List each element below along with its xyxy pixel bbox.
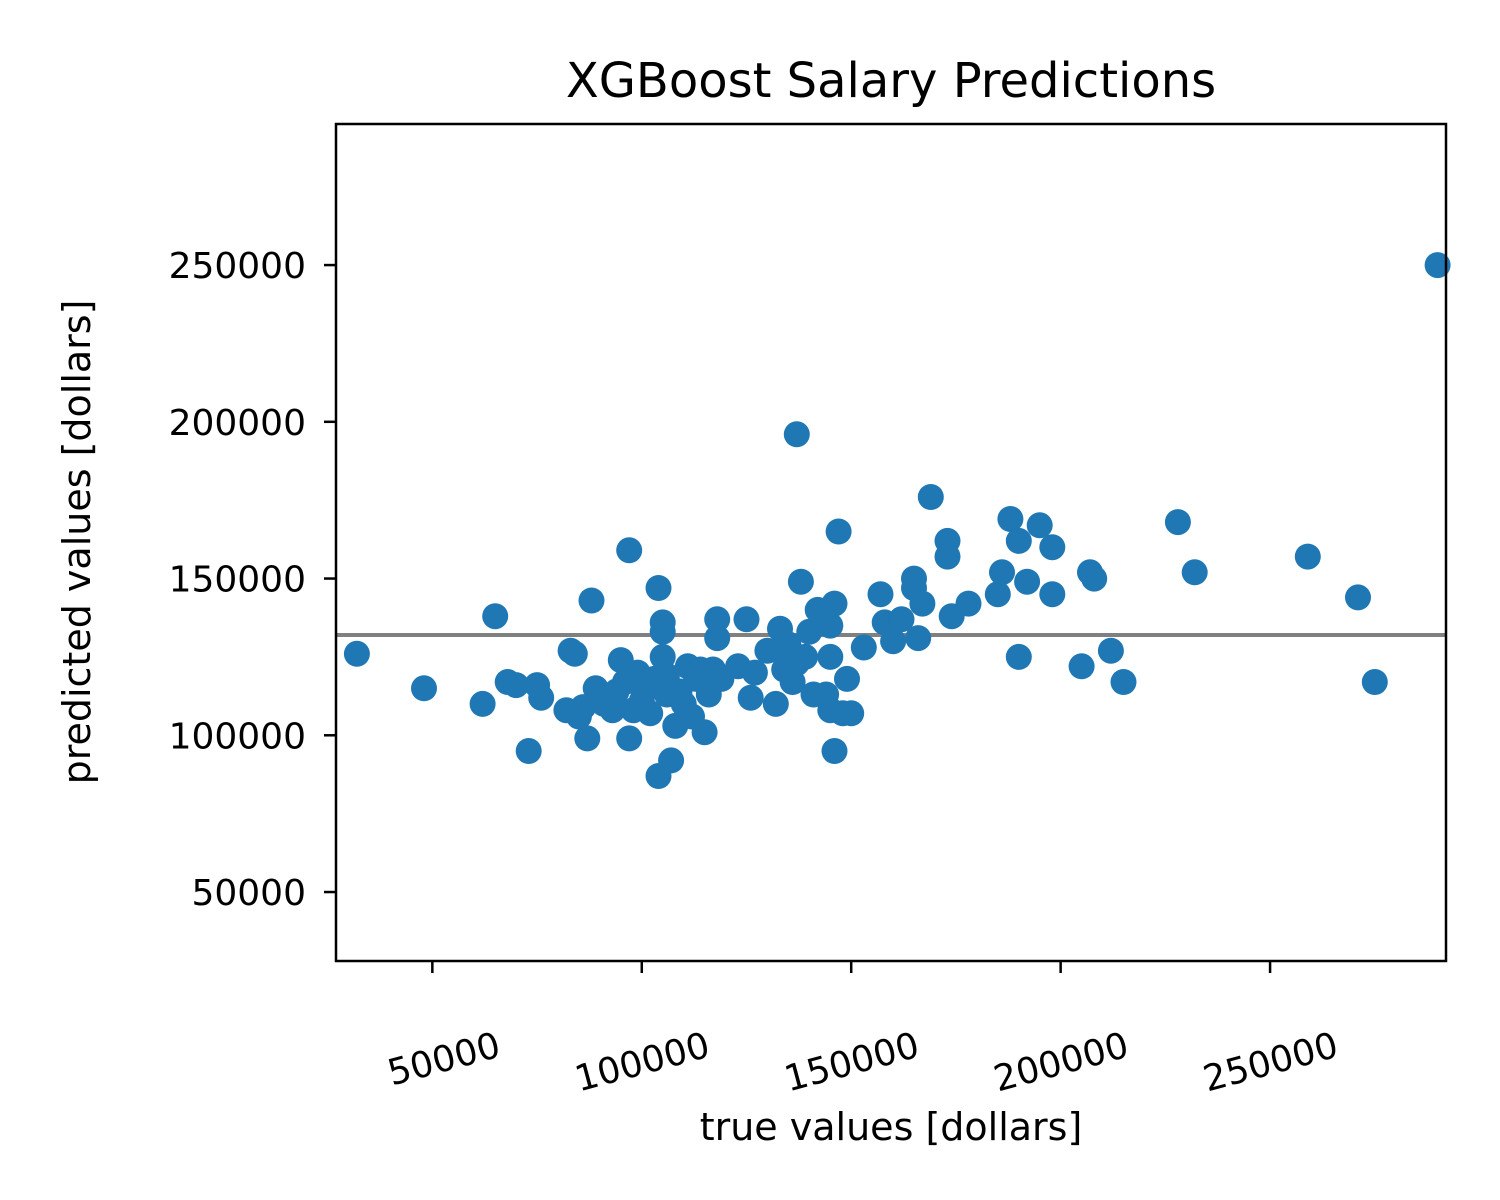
data-point (955, 590, 982, 617)
data-point (1294, 543, 1321, 570)
data-point (616, 537, 643, 564)
data-point (905, 625, 932, 652)
data-point (645, 575, 672, 601)
data-point (1110, 669, 1137, 695)
data-points (343, 252, 1451, 789)
data-point (888, 606, 915, 633)
data-point (783, 421, 810, 448)
data-point (1164, 509, 1191, 536)
y-axis-ticks: 50000 100000 150000 200000 250000 (169, 246, 336, 914)
data-point (574, 725, 601, 752)
data-point (503, 672, 530, 699)
data-point (880, 628, 907, 655)
data-point (1005, 527, 1032, 554)
data-point (658, 747, 685, 774)
data-point (637, 700, 664, 727)
plot-frame (334, 122, 1448, 963)
data-point (1026, 512, 1053, 539)
data-point (825, 518, 852, 545)
y-tick-label: 50000 (191, 873, 306, 914)
data-point (762, 690, 789, 717)
data-point (1081, 565, 1108, 592)
data-point (1097, 637, 1124, 664)
data-point (649, 618, 676, 645)
data-point (578, 587, 605, 614)
data-point (1181, 559, 1208, 586)
data-point (515, 738, 542, 764)
data-point (834, 665, 860, 692)
chart-title: XGBoost Salary Predictions (566, 53, 1216, 109)
data-point (1361, 669, 1388, 695)
data-point (909, 590, 936, 617)
data-point (850, 634, 877, 661)
data-point (1345, 584, 1371, 611)
y-tick-label: 200000 (169, 403, 306, 444)
data-point (704, 606, 731, 633)
data-point (917, 484, 944, 510)
data-point (1005, 643, 1032, 670)
y-axis-label: predicted values [dollars] (55, 300, 99, 785)
data-point (901, 565, 927, 592)
data-point (989, 559, 1015, 586)
data-point (934, 543, 961, 570)
y-tick-label: 150000 (169, 560, 306, 601)
x-axis-label: true values [dollars] (700, 1105, 1083, 1149)
data-point (482, 603, 509, 630)
data-point (733, 606, 760, 633)
data-point (737, 684, 764, 711)
data-point (817, 612, 844, 639)
data-point (792, 643, 819, 670)
data-point (1424, 252, 1451, 279)
data-point (787, 568, 814, 595)
data-point (838, 700, 865, 727)
data-point (528, 684, 555, 711)
data-point (1039, 534, 1066, 561)
data-point (796, 618, 823, 645)
data-point (343, 640, 370, 667)
data-point (984, 581, 1011, 608)
data-point (411, 675, 437, 702)
data-point (561, 640, 588, 667)
data-point (997, 506, 1024, 532)
data-point (867, 581, 894, 608)
data-point (741, 659, 768, 686)
data-point (704, 625, 731, 652)
y-tick-label: 100000 (169, 716, 306, 757)
data-point (469, 690, 496, 717)
data-point (1014, 568, 1041, 595)
data-point (817, 643, 844, 670)
data-point (1068, 653, 1095, 680)
data-point (1039, 581, 1066, 608)
data-point (821, 738, 848, 764)
data-point (821, 590, 848, 617)
y-tick-label: 250000 (169, 246, 306, 287)
data-point (616, 725, 643, 752)
data-point (691, 719, 718, 746)
